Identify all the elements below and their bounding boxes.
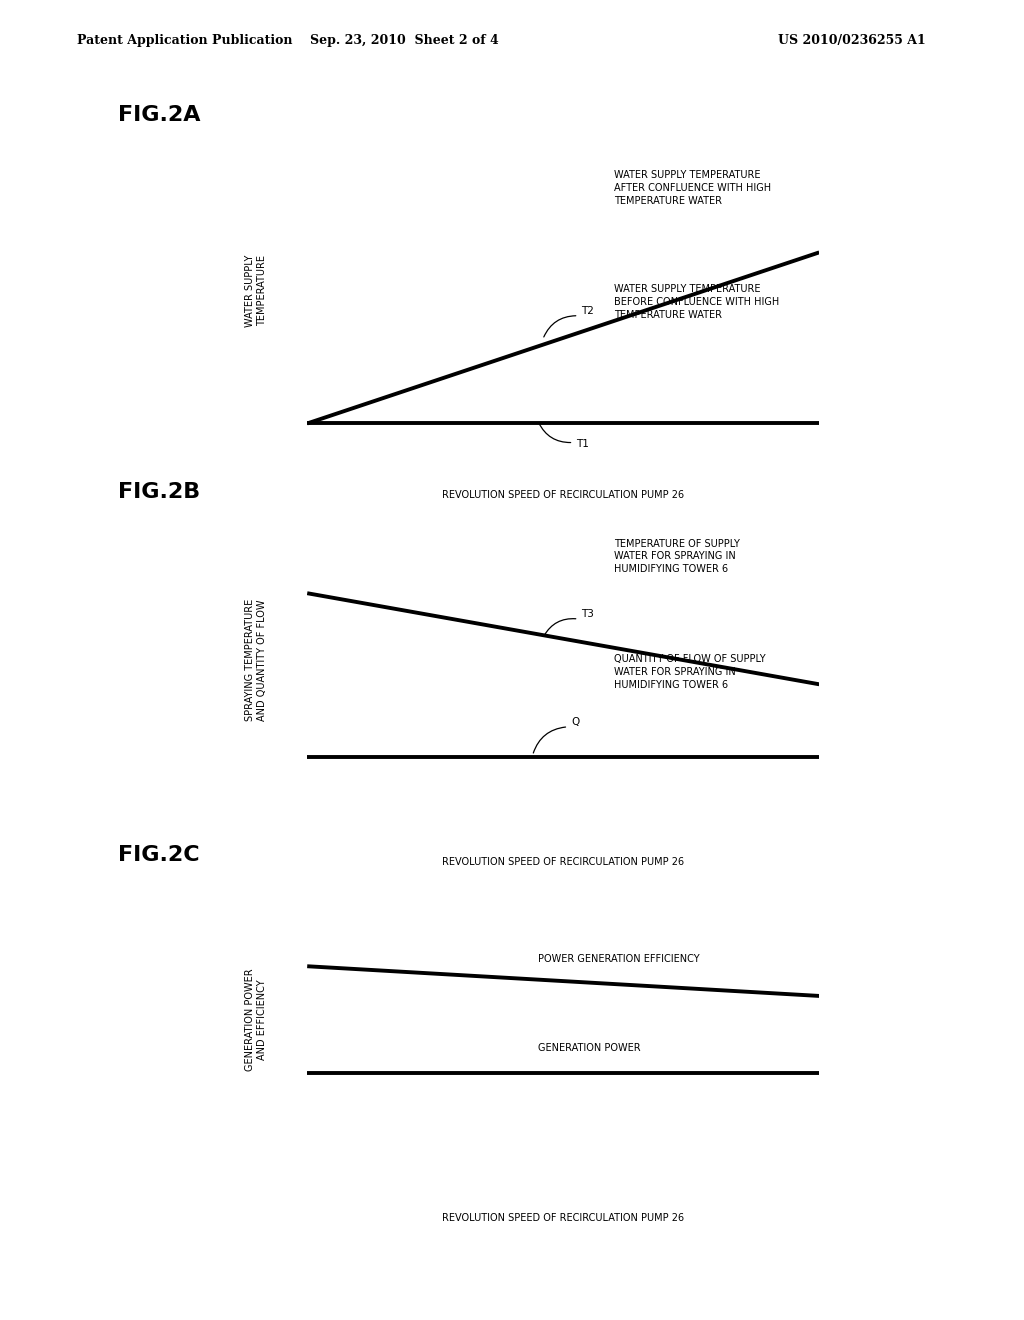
Text: REVOLUTION SPEED OF RECIRCULATION PUMP 26: REVOLUTION SPEED OF RECIRCULATION PUMP 2… [442, 490, 684, 500]
Text: POWER GENERATION EFFICIENCY: POWER GENERATION EFFICIENCY [538, 954, 699, 965]
Text: TEMPERATURE OF SUPPLY
WATER FOR SPRAYING IN
HUMIDIFYING TOWER 6: TEMPERATURE OF SUPPLY WATER FOR SPRAYING… [614, 539, 740, 574]
Text: GENERATION POWER: GENERATION POWER [538, 1043, 640, 1053]
Text: T2: T2 [582, 306, 594, 315]
Text: T1: T1 [575, 438, 589, 449]
Text: Q: Q [571, 717, 580, 727]
Text: FIG.2C: FIG.2C [118, 845, 200, 865]
Text: WATER SUPPLY
TEMPERATURE: WATER SUPPLY TEMPERATURE [245, 255, 267, 326]
Text: FIG.2A: FIG.2A [118, 106, 201, 125]
Text: T3: T3 [582, 609, 594, 619]
Text: FIG.2B: FIG.2B [118, 482, 200, 502]
Text: WATER SUPPLY TEMPERATURE
AFTER CONFLUENCE WITH HIGH
TEMPERATURE WATER: WATER SUPPLY TEMPERATURE AFTER CONFLUENC… [614, 170, 771, 206]
Text: REVOLUTION SPEED OF RECIRCULATION PUMP 26: REVOLUTION SPEED OF RECIRCULATION PUMP 2… [442, 858, 684, 867]
Text: US 2010/0236255 A1: US 2010/0236255 A1 [778, 34, 926, 48]
Text: Patent Application Publication: Patent Application Publication [77, 34, 292, 48]
Text: GENERATION POWER
AND EFFICIENCY: GENERATION POWER AND EFFICIENCY [245, 969, 267, 1071]
Text: QUANTITY OF FLOW OF SUPPLY
WATER FOR SPRAYING IN
HUMIDIFYING TOWER 6: QUANTITY OF FLOW OF SUPPLY WATER FOR SPR… [614, 653, 766, 689]
Text: REVOLUTION SPEED OF RECIRCULATION PUMP 26: REVOLUTION SPEED OF RECIRCULATION PUMP 2… [442, 1213, 684, 1222]
Text: WATER SUPPLY TEMPERATURE
BEFORE CONFLUENCE WITH HIGH
TEMPERATURE WATER: WATER SUPPLY TEMPERATURE BEFORE CONFLUEN… [614, 284, 779, 319]
Text: Sep. 23, 2010  Sheet 2 of 4: Sep. 23, 2010 Sheet 2 of 4 [310, 34, 499, 48]
Text: SPRAYING TEMPERATURE
AND QUANTITY OF FLOW: SPRAYING TEMPERATURE AND QUANTITY OF FLO… [245, 599, 267, 721]
